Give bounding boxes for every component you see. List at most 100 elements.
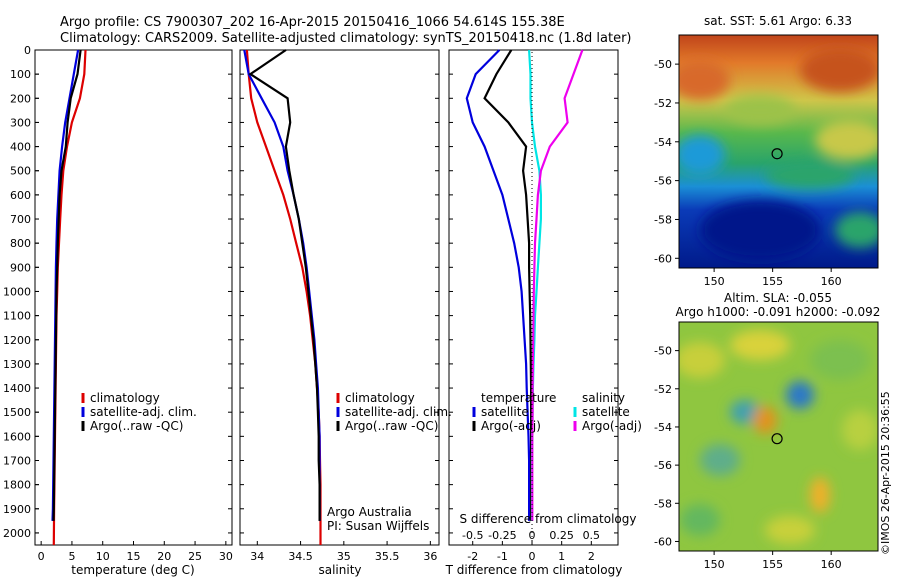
map-y-tick-label: -50 [654,345,672,358]
x-tick-label: 20 [157,550,171,563]
depth-tick-label: 400 [10,141,31,154]
map-y-tick-label: -56 [654,175,672,188]
depth-tick-label: 1900 [3,503,31,516]
map-x-tick-label: 160 [821,275,842,288]
legend-label-climatology: climatology [90,391,160,405]
depth-tick-label: 1000 [3,285,31,298]
legend-label-satellite: satellite-adj. clim. [345,405,452,419]
difference-plot: -2 -1 0 1 2 -0.5 -0.25 0 0.25 0.5 [449,49,618,563]
legend-title-temperature: temperature [481,391,556,405]
x-tick-label: -1 [497,550,508,563]
top-tick-label: 0 [529,529,536,542]
map-x-tick-label: 155 [762,558,783,571]
difference-legend: temperature satellite Argo(-adj) salinit… [472,391,642,433]
temperature-legend: climatology satellite-adj. clim. Argo(..… [81,391,197,433]
temperature-xlabel: temperature (deg C) [71,563,194,577]
salinity-legend: climatology satellite-adj. clim. Argo(..… [336,391,452,433]
header-line1: Argo profile: CS 7900307_202 16-Apr-2015… [60,15,565,30]
top-tick-label: 0.25 [549,529,574,542]
depth-tick-label: 200 [10,92,31,105]
depth-tick-label: 1300 [3,358,31,371]
x-tick-label: 2 [588,550,595,563]
salinity-annotation-2: PI: Susan Wijffels [327,519,429,533]
legend-label-argo: Argo(..raw -QC) [90,419,183,433]
depth-tick-label: 2000 [3,527,31,540]
depth-tick-label: 1100 [3,310,31,323]
depth-axis: 0 100 200 300 400 500 600 700 800 900 1000 1100 1200… [3,44,39,540]
map-y-tick-label: -58 [654,213,672,226]
depth-tick-label: 1800 [3,479,31,492]
depth-tick-label: 1200 [3,334,31,347]
depth-tick-label: 0 [24,44,31,57]
map-x-tick-label: 150 [704,275,725,288]
legend-label-sal-satellite: satellite [582,405,630,419]
x-tick-label: 25 [188,550,202,563]
series-line-1 [483,49,533,521]
sst-argo-position-marker [771,148,783,160]
map-x-tick-label: 155 [762,275,783,288]
map-x-tick-label: 160 [821,558,842,571]
difference-top-label: S difference from climatology [460,512,637,526]
legend-label-climatology: climatology [345,391,415,405]
top-tick-label: 0.5 [583,529,601,542]
x-tick-label: 36 [423,550,437,563]
map-x-tick-label: 150 [704,558,725,571]
map-y-tick-label: -54 [654,136,672,149]
legend-title-salinity: salinity [582,391,625,405]
difference-panel [448,49,619,546]
legend-label-satellite: satellite-adj. clim. [90,405,197,419]
map-y-tick-label: -56 [654,459,672,472]
legend-label-argo: Argo(..raw -QC) [345,419,438,433]
x-tick-label: 30 [219,550,233,563]
sst-map-axes: 150 155 160 -50 -52 -54 -56 -58 -60 [654,58,842,288]
salinity-annotation-1: Argo Australia [327,505,412,519]
series-line-0 [52,49,87,546]
sla-map-title-line1: Altim. SLA: -0.055 [724,291,832,305]
salinity-panel [239,49,440,546]
legend-label-temp-argo: Argo(-adj) [481,419,541,433]
x-tick-label: 0 [529,550,536,563]
sla-argo-position-marker [771,433,783,445]
x-tick-label: 34.5 [288,550,313,563]
map-y-tick-label: -50 [654,58,672,71]
x-tick-label: 35 [337,550,351,563]
x-tick-label: 15 [127,550,141,563]
sla-map-title-line2: Argo h1000: -0.091 h2000: -0.092 [676,305,881,319]
series-line-0 [465,49,531,521]
x-tick-label: -2 [467,550,478,563]
series-line-3 [531,49,584,521]
salinity-xlabel: salinity [318,563,361,577]
x-tick-label: 10 [96,550,110,563]
sla-map-axes: 150 155 160 -50 -52 -54 -56 -58 -60 [654,345,842,571]
x-tick-label: 1 [558,550,565,563]
map-y-tick-label: -52 [654,383,672,396]
depth-tick-label: 1400 [3,382,31,395]
sla-map-image [679,322,878,551]
difference-xlabel: T difference from climatology [445,563,623,577]
top-tick-label: -0.5 [462,529,483,542]
depth-tick-label: 1600 [3,430,31,443]
x-tick-label: 35.5 [375,550,400,563]
series-line-2 [248,49,321,521]
temperature-plot: 0 5 10 15 20 25 30 [35,49,233,563]
depth-tick-label: 600 [10,189,31,202]
map-y-tick-label: -52 [654,97,672,110]
sst-map-title: sat. SST: 5.61 Argo: 6.33 [704,14,852,28]
x-tick-label: 34 [250,550,264,563]
depth-tick-label: 700 [10,213,31,226]
depth-tick-label: 100 [10,68,31,81]
map-y-tick-label: -58 [654,497,672,510]
header-line2: Climatology: CARS2009. Satellite-adjuste… [60,31,632,46]
map-y-tick-label: -60 [654,252,672,265]
depth-tick-label: 1700 [3,454,31,467]
imos-watermark: ©IMOS 26-Apr-2015 20:36:55 [879,391,892,555]
depth-tick-label: 1500 [3,406,31,419]
salinity-plot: 34 34.5 35 35.5 36 [240,49,439,563]
depth-tick-label: 800 [10,237,31,250]
sla-map-frame [678,321,879,552]
map-y-tick-label: -60 [654,535,672,548]
map-y-tick-label: -54 [654,421,672,434]
depth-tick-label: 500 [10,165,31,178]
depth-tick-label: 900 [10,261,31,274]
